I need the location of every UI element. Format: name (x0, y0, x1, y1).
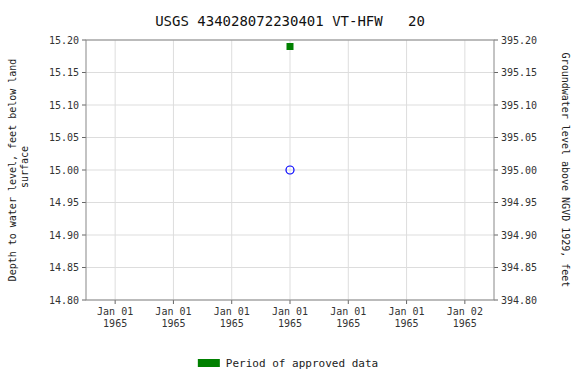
plot-area (86, 40, 494, 300)
series (287, 44, 293, 50)
tick-label-line: Jan 01 (155, 306, 191, 317)
tick-label: 394.80 (501, 295, 537, 306)
tick-mark (348, 300, 349, 304)
tick-mark (494, 137, 498, 138)
tick-label: Jan 011965 (330, 306, 366, 329)
tick-label-line: 1965 (161, 318, 185, 329)
grid-line (464, 40, 465, 300)
point (286, 166, 294, 174)
tick-label: Jan 011965 (155, 306, 191, 329)
tick-label: 15.15 (49, 67, 79, 78)
tick-label: Jan 021965 (447, 306, 483, 329)
tick-label: 395.05 (501, 132, 537, 143)
grid-line (231, 40, 232, 300)
tick-label-line: 1965 (336, 318, 360, 329)
tick-mark (494, 72, 498, 73)
tick-label: 14.90 (49, 230, 79, 241)
tick-mark (494, 105, 498, 106)
tick-mark (290, 300, 291, 304)
legend-swatch (198, 359, 220, 367)
tick-label: 394.95 (501, 197, 537, 208)
tick-label-line: Jan 02 (447, 306, 483, 317)
tick-mark (82, 137, 86, 138)
series (286, 166, 294, 174)
tick-label-line: 1965 (453, 318, 477, 329)
tick-mark (494, 300, 498, 301)
axis-label: Groundwater level above NGVD 1929, feet (560, 53, 571, 288)
tick-mark (494, 202, 498, 203)
grid-line (348, 40, 349, 300)
axis-label-line: surface (19, 146, 30, 194)
tick-mark (494, 40, 498, 41)
tick-mark (494, 170, 498, 171)
tick-mark (82, 72, 86, 73)
grid-line (290, 40, 291, 300)
tick-label: 394.85 (501, 262, 537, 273)
tick-label-line: Jan 01 (214, 306, 250, 317)
point (287, 44, 293, 50)
legend: Period of approved data (198, 357, 378, 370)
tick-label-line: 1965 (395, 318, 419, 329)
tick-mark (82, 202, 86, 203)
axis-label: Depth to water level, feet below land su… (7, 59, 30, 282)
tick-mark (231, 300, 232, 304)
tick-label: 14.80 (49, 295, 79, 306)
marks (286, 44, 294, 175)
tick-label-line: 1965 (220, 318, 244, 329)
tick-label: 394.90 (501, 230, 537, 241)
tick-mark (464, 300, 465, 304)
background (0, 0, 576, 384)
tick-mark (82, 267, 86, 268)
plot-frame (86, 40, 494, 300)
grid-line (173, 40, 174, 300)
tick-mark (82, 170, 86, 171)
tick-mark (115, 300, 116, 304)
tick-label-line: 1965 (103, 318, 127, 329)
grid (86, 40, 494, 300)
axis-label-line: Depth to water level, feet below land (7, 59, 18, 282)
grid-line (115, 40, 116, 300)
tick-label: Jan 011965 (214, 306, 250, 329)
tick-label: 395.20 (501, 35, 537, 46)
tick-label-line: 1965 (278, 318, 302, 329)
tick-label-line: Jan 01 (97, 306, 133, 317)
title: USGS 434028072230401 VT-HFW 20 (155, 13, 425, 29)
tick-label: 14.85 (49, 262, 79, 273)
tick-mark (82, 235, 86, 236)
legend-label: Period of approved data (226, 357, 378, 370)
tick-label: Jan 011965 (272, 306, 308, 329)
tick-label: 14.95 (49, 197, 79, 208)
tick-mark (82, 40, 86, 41)
tick-mark (173, 300, 174, 304)
tick-label-line: Jan 01 (272, 306, 308, 317)
tick-label: 15.20 (49, 35, 79, 46)
tick-mark (494, 267, 498, 268)
grid-line (406, 40, 407, 300)
tick-label: 15.10 (49, 100, 79, 111)
tick-label: 395.00 (501, 165, 537, 176)
tick-label: 395.15 (501, 67, 537, 78)
tick-label: Jan 011965 (97, 306, 133, 329)
tick-mark (82, 300, 86, 301)
tick-mark (494, 235, 498, 236)
tick-label: 15.00 (49, 165, 79, 176)
tick-label-line: Jan 01 (330, 306, 366, 317)
tick-mark (82, 105, 86, 106)
tick-label: 395.10 (501, 100, 537, 111)
tick-mark (406, 300, 407, 304)
tick-label-line: Jan 01 (389, 306, 425, 317)
tick-label: 15.05 (49, 132, 79, 143)
chart: 14.80 14.85 14.90 14.95 15.00 15.05 15.10 15.15… (0, 0, 576, 384)
tick-label: Jan 011965 (389, 306, 425, 329)
